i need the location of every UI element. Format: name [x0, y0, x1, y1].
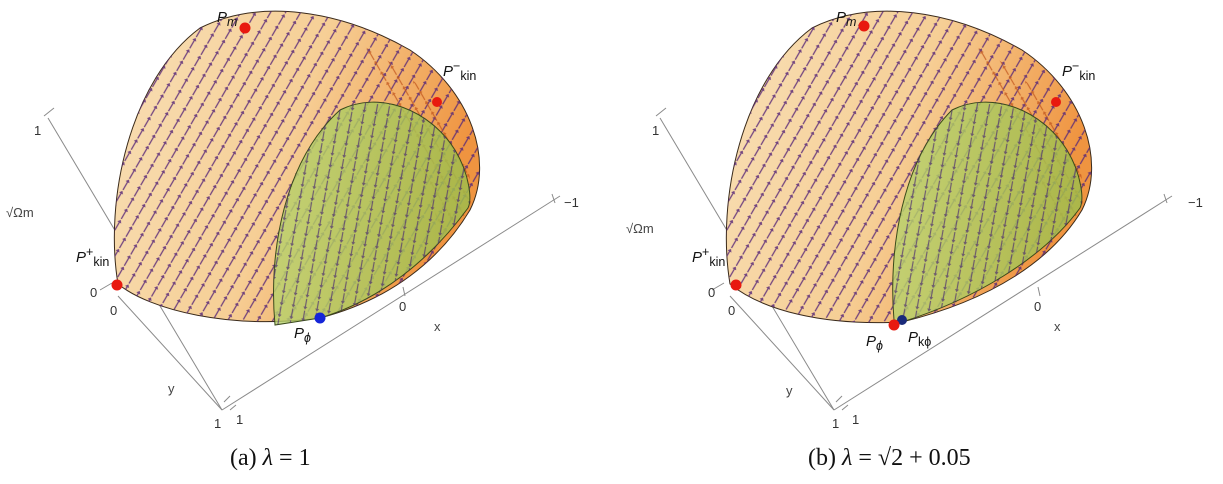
label-pkin-plus: P+kin	[692, 245, 726, 269]
panel-b-plot	[655, 10, 1173, 411]
tick-y-0: 0	[110, 303, 118, 318]
y-axis-label: y	[786, 383, 793, 398]
tick-x-0: 0	[399, 299, 407, 314]
point-pm	[239, 22, 251, 34]
tick-y-1b: 1	[236, 412, 244, 427]
label-pphi: Pϕ	[866, 333, 883, 353]
point-pkin-plus	[730, 279, 742, 291]
x-axis-label: x	[1054, 319, 1061, 334]
caption-a: (a) λ = 1	[230, 445, 311, 471]
omega-axis-label: √Ωm	[626, 221, 654, 236]
tick-y-1a: 1	[832, 416, 840, 431]
tick-x-minus1: −1	[1188, 195, 1203, 210]
tick-omega-0: 0	[90, 285, 98, 300]
tick-x-minus1: −1	[564, 195, 579, 210]
label-pkin-plus: P+kin	[76, 245, 110, 269]
x-axis-label: x	[434, 319, 441, 334]
point-pkin-minus	[1051, 97, 1061, 107]
panel-b: Pm P−kin P+kin Pϕ Pkϕ √Ωm x y 1 0 0 0 −1…	[612, 0, 1223, 484]
panel-a-plot	[43, 10, 561, 411]
point-pkin-plus	[111, 279, 123, 291]
tick-y-1a: 1	[214, 416, 222, 431]
point-pkin-minus	[432, 97, 442, 107]
point-pkphi	[897, 315, 907, 325]
tick-omega-1: 1	[34, 123, 42, 138]
tick-y-0: 0	[728, 303, 736, 318]
label-pkphi: Pkϕ	[908, 329, 932, 349]
label-pm: Pm	[836, 9, 857, 29]
x-axis-line	[221, 195, 561, 411]
label-pphi: Pϕ	[294, 325, 311, 345]
label-pkin-minus: P−kin	[443, 59, 477, 83]
point-pphi	[888, 319, 900, 331]
caption-b: (b) λ = √2 + 0.05	[808, 445, 971, 471]
point-pphi	[314, 312, 326, 324]
tick-omega-0: 0	[708, 285, 716, 300]
tick-omega-1: 1	[652, 123, 660, 138]
omega-axis-label: √Ωm	[6, 205, 34, 220]
point-pm	[858, 20, 870, 32]
tick-x-0: 0	[1034, 299, 1042, 314]
panel-a: Pm P−kin P+kin Pϕ √Ωm x y 1 0 0 0 −1 1 1…	[0, 0, 611, 484]
label-pkin-minus: P−kin	[1062, 59, 1096, 83]
label-pm: Pm	[217, 9, 238, 29]
tick-y-1b: 1	[852, 412, 860, 427]
y-axis-label: y	[168, 381, 175, 396]
